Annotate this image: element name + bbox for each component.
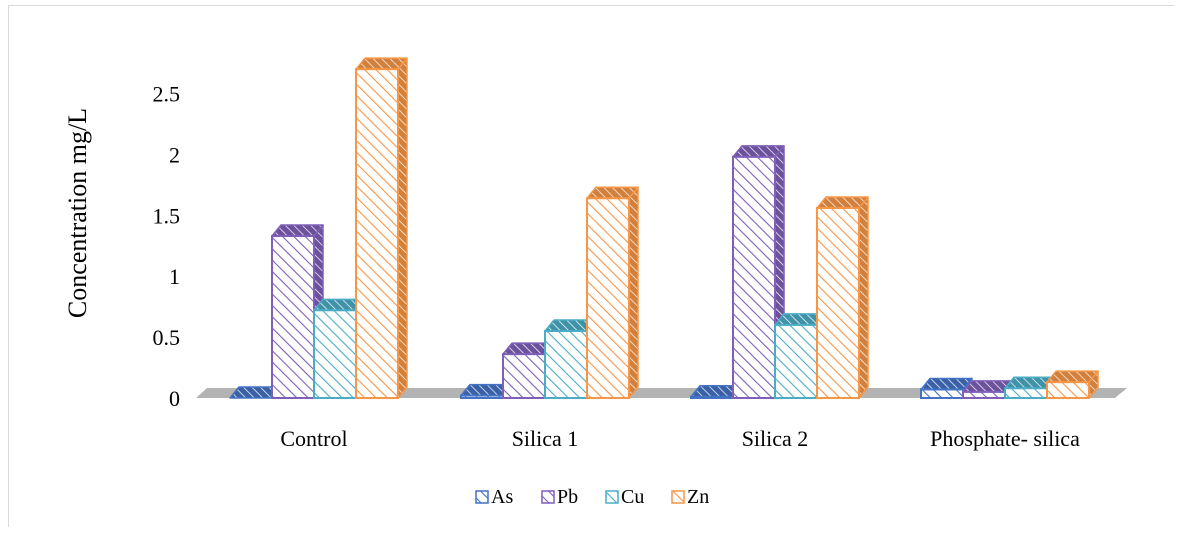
legend-item-zn: Zn: [671, 486, 709, 508]
chart-floor: [196, 388, 1127, 398]
legend-label: As: [491, 486, 513, 508]
bar-zn-2: [816, 196, 869, 399]
bar-zn-0: [355, 57, 408, 400]
legend: As Pb Cu Zn: [475, 486, 709, 508]
x-category-label: Silica 2: [742, 426, 809, 451]
bar-zn-1: [586, 186, 639, 399]
legend-item-as: As: [475, 486, 513, 508]
legend-item-pb: Pb: [541, 486, 578, 508]
bar-pb-0: [271, 224, 324, 399]
y-tick-label: 2.5: [153, 82, 181, 107]
legend-label: Pb: [557, 486, 578, 508]
legend-swatch: [605, 490, 619, 504]
y-tick-label: 1: [169, 264, 180, 289]
legend-item-cu: Cu: [605, 486, 644, 508]
y-tick-label: 0.5: [153, 325, 181, 350]
y-tick-label: 2: [169, 142, 180, 167]
bar-zn-3: [1046, 370, 1099, 399]
y-tick-label: 0: [169, 386, 180, 411]
legend-label: Zn: [687, 486, 709, 508]
legend-swatch: [475, 490, 489, 504]
y-tick-label: 1.5: [153, 203, 181, 228]
chart-frame: [8, 5, 1174, 527]
y-axis-label: Concentration mg/L: [63, 108, 92, 318]
y-axis-ticks: 0 0.5 1 1.5 2 2.5: [153, 82, 181, 411]
bar-pb-2: [732, 145, 785, 399]
floor-plane: [196, 388, 1127, 398]
legend-swatch: [671, 490, 685, 504]
legend-swatch: [541, 490, 555, 504]
bar-cu-1: [544, 319, 597, 399]
bars: [229, 57, 1099, 400]
x-category-label: Phosphate- silica: [930, 426, 1080, 451]
x-category-label: Control: [280, 426, 347, 451]
x-axis-categories: Control Silica 1 Silica 2 Phosphate- silica: [280, 426, 1080, 451]
legend-label: Cu: [621, 486, 644, 508]
x-category-label: Silica 1: [512, 426, 579, 451]
